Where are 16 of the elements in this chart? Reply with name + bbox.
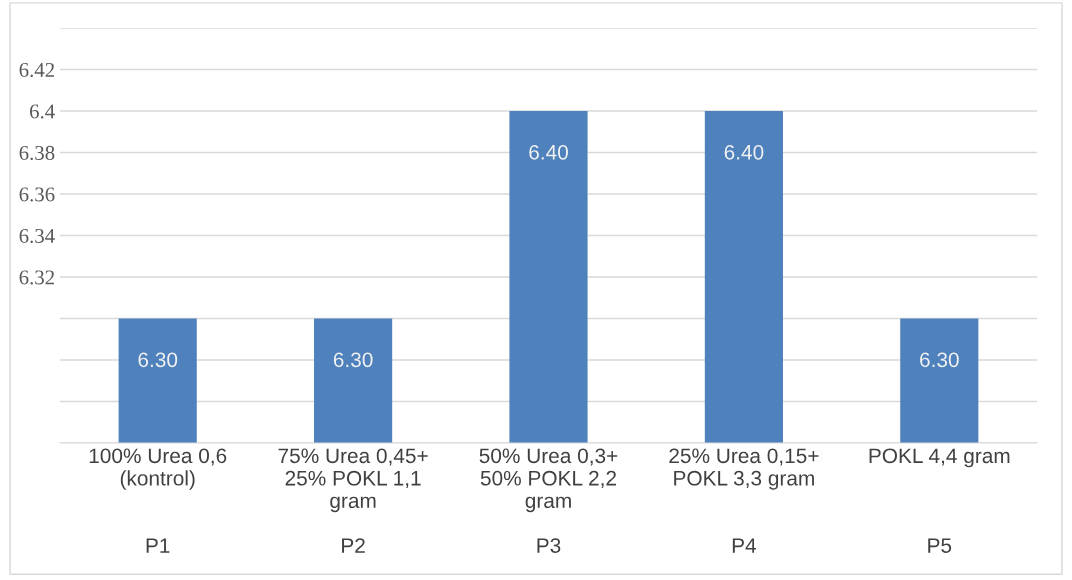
category-label: 25% Urea 0,15+ POKL 3,3 gram P4 [669, 448, 819, 553]
data-label: 6.30 [333, 352, 373, 368]
data-label: 6.30 [920, 352, 959, 368]
category-label: POKL 4,4 gram P5 [869, 448, 1010, 553]
category-label: 75% Urea 0,45+ 25% POKL 1,1 gram P2 [278, 448, 428, 553]
category-label: 50% Urea 0,3+ 50% POKL 2,2 gram P3 [479, 448, 618, 553]
y-tick-label: 6.34 [19, 228, 55, 244]
y-tick-label: 6.42 [19, 62, 54, 78]
category-label: 100% Urea 0,6 (kontrol) P1 [89, 448, 227, 553]
y-tick-label: 6.36 [19, 187, 55, 202]
y-tick-label: 6.4 [29, 104, 55, 119]
y-tick-label: 6.32 [19, 270, 54, 285]
data-label: 6.40 [529, 144, 568, 160]
y-tick-label: 6.38 [19, 145, 55, 161]
data-label: 6.30 [138, 352, 178, 368]
data-label: 6.40 [724, 144, 764, 160]
